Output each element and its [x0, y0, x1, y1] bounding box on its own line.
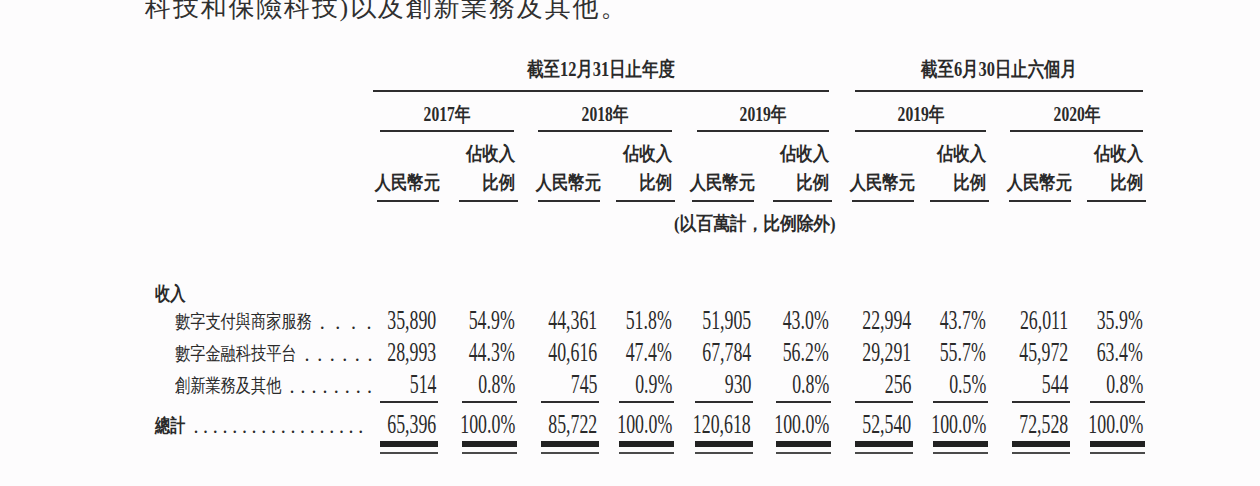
total-double-line-thick: [462, 441, 517, 447]
table-row-value: 63.4%: [1033, 337, 1143, 368]
total-double-line-thin: [380, 452, 438, 454]
total-double-line-thin: [695, 452, 753, 454]
section-label-revenue: 收入: [155, 281, 193, 307]
total-double-line-thin: [1090, 452, 1145, 454]
total-double-line-thick: [695, 441, 753, 447]
pct-of-revenue-header-line1: 佔收入: [709, 141, 829, 167]
period-group-header: 截至6月30日止六個月: [855, 56, 1143, 83]
period-group-underline: [855, 90, 1143, 92]
subheader-underline: [1009, 200, 1071, 202]
total-double-line-thick: [619, 441, 674, 447]
total-separator-line: [380, 401, 438, 403]
table-row-value: 0.8%: [1033, 369, 1143, 400]
subheader-underline: [377, 200, 439, 202]
pct-of-revenue-header-line2: 比例: [1023, 170, 1143, 196]
subheader-underline: [852, 200, 914, 202]
total-double-line-thick: [541, 441, 599, 447]
pct-of-revenue-header-line1: 佔收入: [1023, 141, 1143, 167]
pct-of-revenue-header-line1: 佔收入: [395, 141, 515, 167]
period-group-header: 截至12月31日止年度: [373, 56, 829, 83]
dot-leader: ......: [305, 343, 382, 365]
total-row-value: 100.0%: [1033, 409, 1143, 440]
dot-leader: ....: [320, 311, 382, 333]
total-double-line-thin: [619, 452, 674, 454]
table-row-value: 35.9%: [1033, 305, 1143, 336]
total-separator-line: [462, 401, 517, 403]
subheader-underline: [930, 200, 989, 202]
total-separator-line: [776, 401, 831, 403]
pct-of-revenue-header-line1: 佔收入: [552, 141, 672, 167]
total-double-line-thick: [380, 441, 438, 447]
period-group-underline: [373, 90, 829, 92]
total-double-line-thick: [855, 441, 913, 447]
year-header: 2020年: [1010, 101, 1143, 128]
total-double-line-thin: [462, 452, 517, 454]
year-underline: [380, 130, 514, 132]
dot-leader: ........: [289, 375, 382, 397]
year-header: 2019年: [697, 101, 829, 128]
total-double-line-thin: [541, 452, 599, 454]
total-separator-line: [933, 401, 988, 403]
total-double-line-thick: [1090, 441, 1145, 447]
year-underline: [1010, 130, 1143, 132]
year-header: 2017年: [380, 101, 514, 128]
year-underline: [855, 130, 986, 132]
year-header: 2018年: [538, 101, 672, 128]
total-double-line-thin: [1012, 452, 1070, 454]
year-underline: [697, 130, 829, 132]
dot-leader: ..................: [193, 415, 382, 437]
year-underline: [538, 130, 672, 132]
total-double-line-thick: [933, 441, 988, 447]
subheader-underline: [692, 200, 754, 202]
total-double-line-thin: [855, 452, 913, 454]
total-separator-line: [1012, 401, 1070, 403]
year-header: 2019年: [855, 101, 986, 128]
total-separator-line: [855, 401, 913, 403]
total-double-line-thin: [776, 452, 831, 454]
intro-paragraph: 科技和保險科技)以及創新業務及其他。: [145, 0, 628, 25]
total-double-line-thick: [1012, 441, 1070, 447]
subheader-underline: [538, 200, 600, 202]
subheader-underline: [459, 200, 518, 202]
total-row-label: 總計: [155, 413, 193, 439]
pct-of-revenue-header-line1: 佔收入: [866, 141, 986, 167]
total-separator-line: [541, 401, 599, 403]
subheader-underline: [773, 200, 832, 202]
total-double-line-thick: [776, 441, 831, 447]
total-double-line-thin: [933, 452, 988, 454]
total-separator-line: [1090, 401, 1145, 403]
subheader-underline: [1087, 200, 1146, 202]
document-page: 科技和保險科技)以及創新業務及其他。 截至12月31日止年度截至6月30日止六個…: [0, 0, 1260, 486]
table-row-label: 創新業務及其他: [175, 373, 308, 399]
total-separator-line: [695, 401, 753, 403]
total-separator-line: [619, 401, 674, 403]
unit-note: (以百萬計，比例除外): [605, 211, 905, 237]
subheader-underline: [616, 200, 675, 202]
